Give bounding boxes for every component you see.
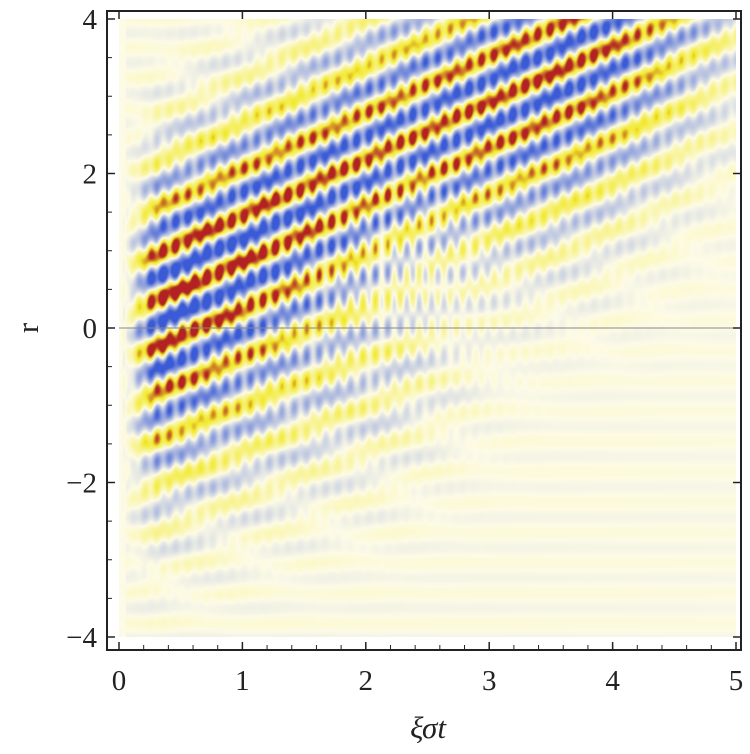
y-axis-ticks: −4 −2 0 2 4 [66, 4, 741, 654]
y-tick-label: 2 [83, 159, 98, 191]
y-axis-label: r [10, 322, 45, 333]
x-tick-label: 2 [359, 665, 374, 697]
x-axis-ticks: 0 1 2 3 4 5 [112, 11, 744, 697]
y-tick-label: −2 [66, 468, 97, 500]
y-tick-label: 0 [83, 313, 98, 345]
plot-area [106, 10, 742, 651]
x-tick-label: 5 [729, 665, 744, 697]
y-tick-label: 4 [83, 4, 98, 36]
x-tick-label: 3 [482, 665, 497, 697]
y-tick-label: −4 [66, 622, 97, 654]
plot-frame [106, 10, 742, 651]
x-tick-label: 0 [112, 665, 127, 697]
x-tick-label: 1 [235, 665, 250, 697]
x-tick-label: 4 [605, 665, 620, 697]
x-axis-label: ξσt [410, 710, 447, 745]
